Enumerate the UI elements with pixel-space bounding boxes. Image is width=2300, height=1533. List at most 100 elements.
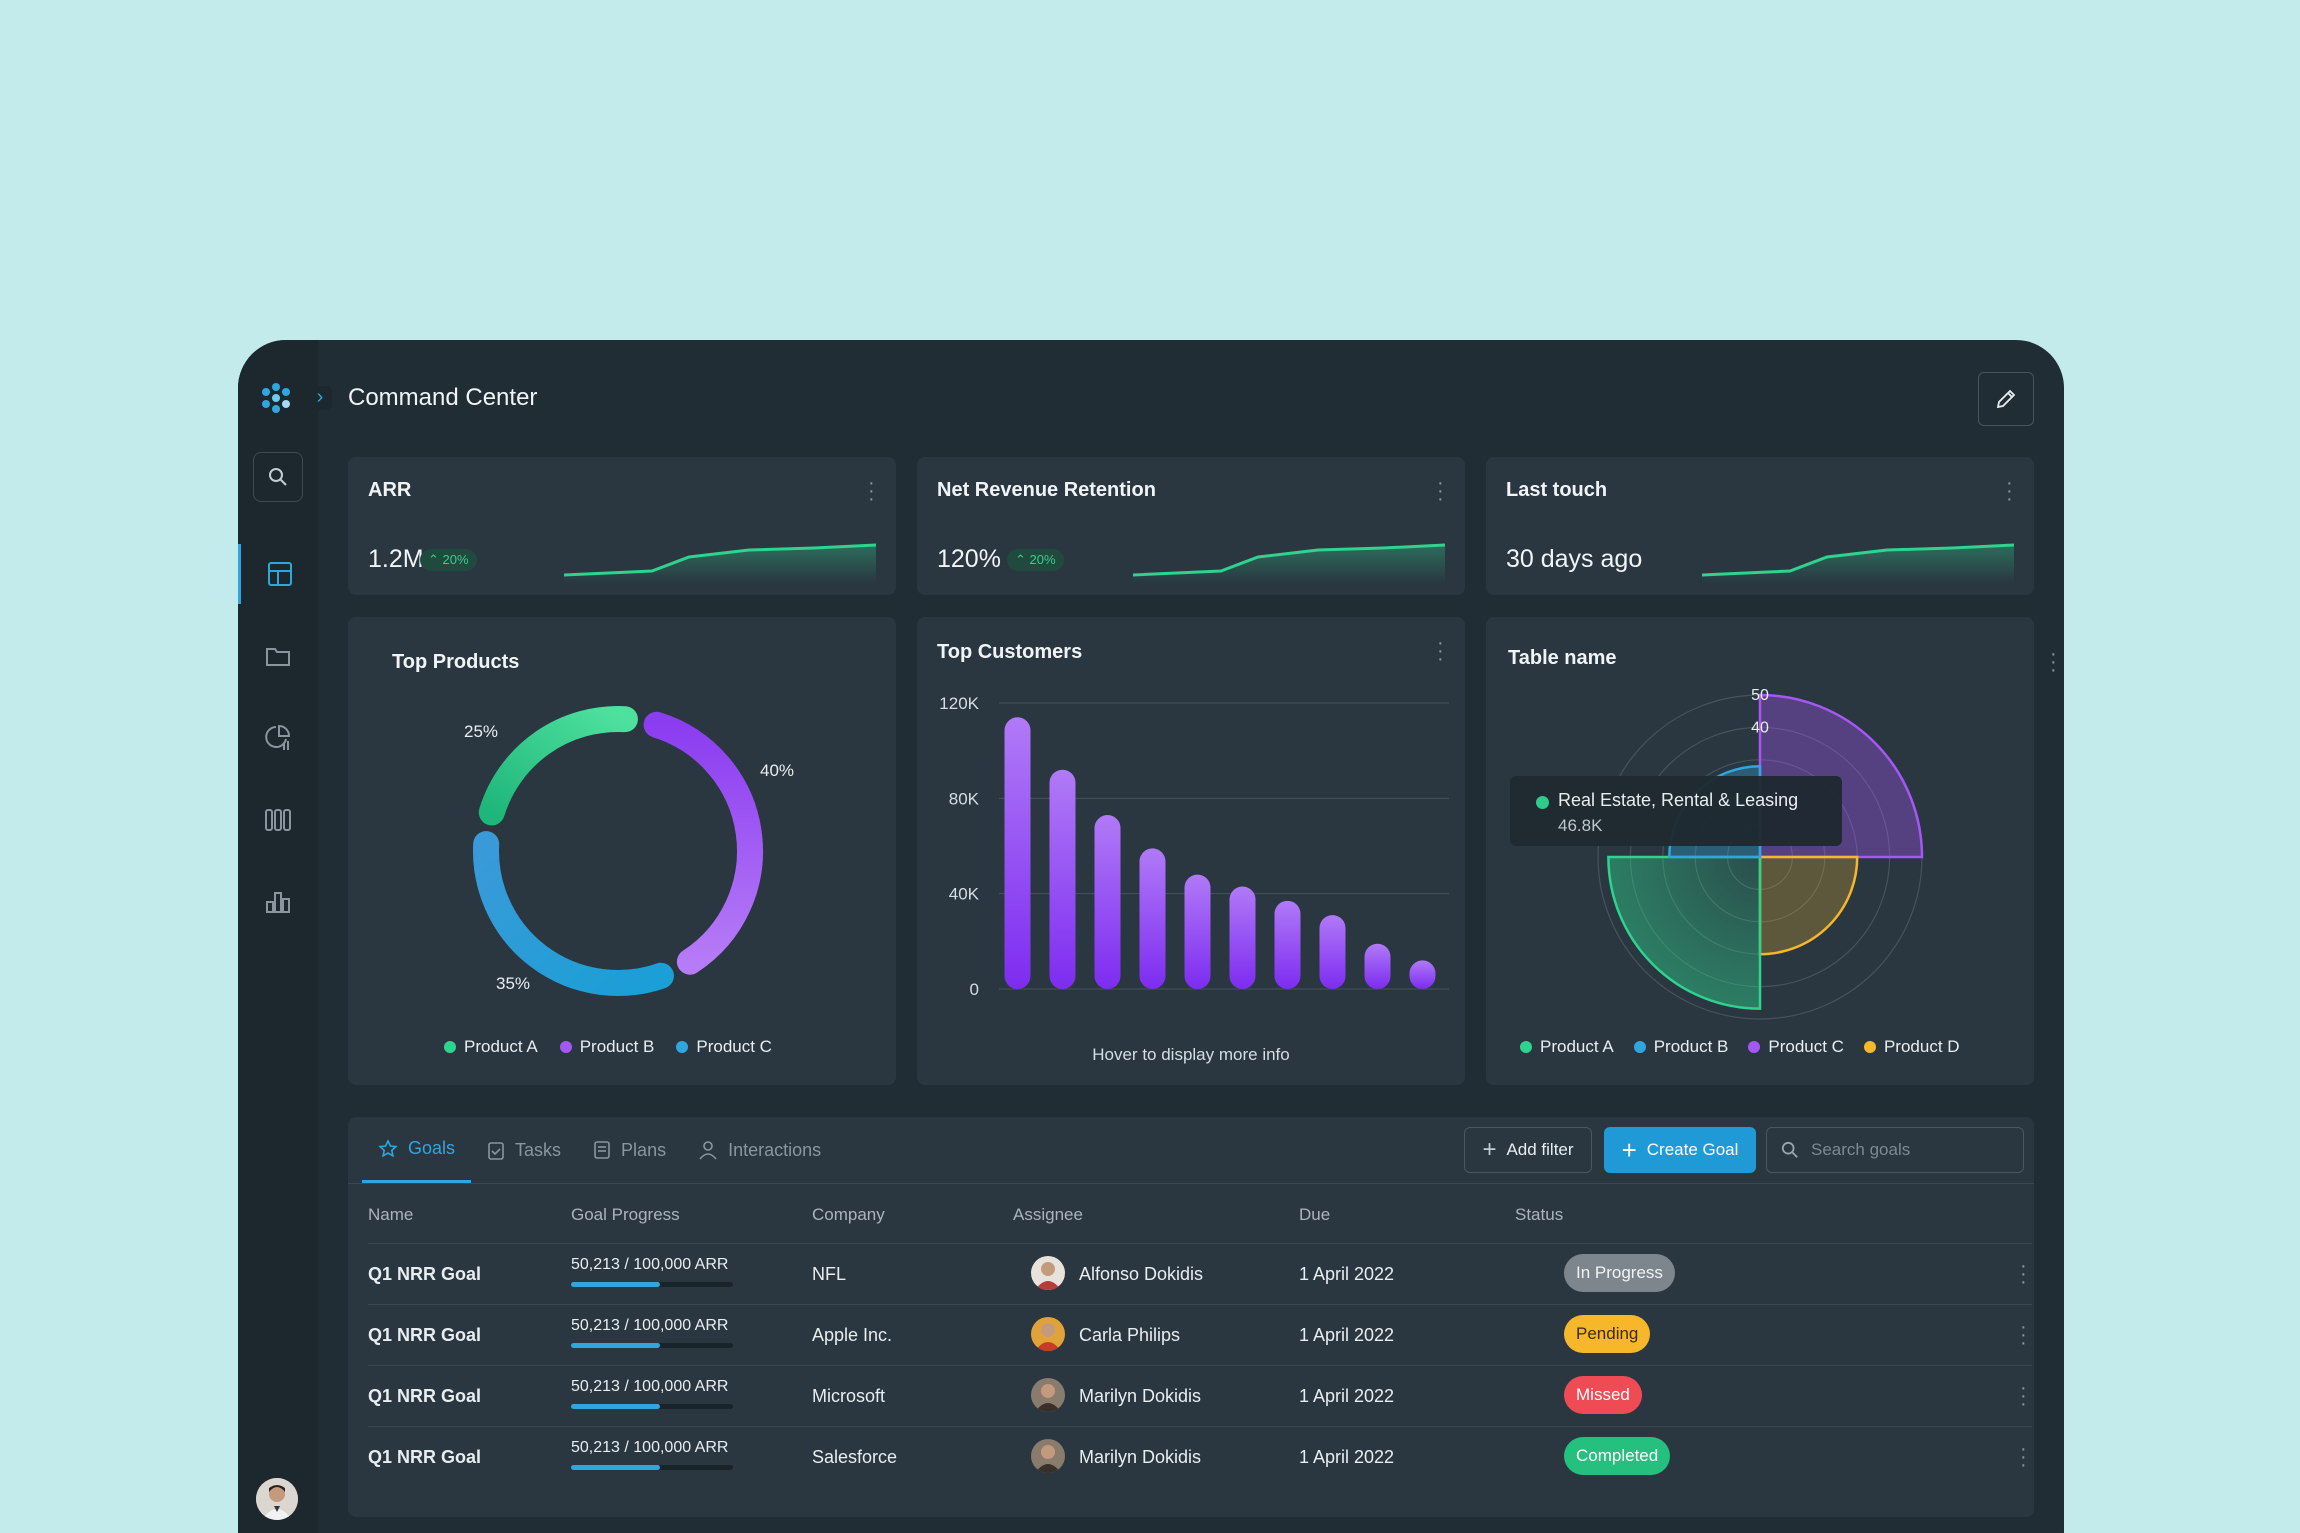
goal-name[interactable]: Q1 NRR Goal <box>368 1264 482 1284</box>
slice-label-product-a: 25% <box>464 722 499 741</box>
table-row[interactable]: Q1 NRR Goal 50,213 / 100,000 ARR Salesfo… <box>368 1426 2032 1487</box>
bar[interactable] <box>1274 900 1301 989</box>
search-goals-input[interactable]: Search goals <box>1766 1127 2024 1173</box>
legend-item[interactable]: Product D <box>1863 1037 1960 1057</box>
tab-plans[interactable]: Plans <box>577 1117 682 1183</box>
goal-progress-bar <box>571 1282 733 1287</box>
search-icon <box>269 468 287 486</box>
logo-icon[interactable] <box>258 380 294 416</box>
more-icon[interactable]: · · · <box>2020 1438 2027 1476</box>
tab-bar: Goals Tasks Plans Interactions <box>362 1117 837 1183</box>
tab-goals[interactable]: Goals <box>362 1117 472 1183</box>
create-goal-button[interactable]: + Create Goal <box>1604 1127 1756 1173</box>
legend-item[interactable]: Product C <box>1748 1037 1844 1057</box>
assignee-name: Marilyn Dokidis <box>1079 1386 1202 1406</box>
user-avatar[interactable] <box>256 1478 298 1520</box>
more-icon[interactable]: · · · <box>1437 472 1444 510</box>
goal-progress-bar <box>571 1465 733 1470</box>
status-badge: In Progress <box>1564 1254 1675 1292</box>
table-row[interactable]: Q1 NRR Goal 50,213 / 100,000 ARR Microso… <box>368 1365 2032 1426</box>
expand-sidebar-button[interactable]: › <box>308 386 332 410</box>
tab-interactions[interactable]: Interactions <box>682 1117 837 1183</box>
nav-reports[interactable] <box>238 708 318 768</box>
tooltip-label: Real Estate, Rental & Leasing <box>1558 790 1799 810</box>
card-title: Top Products <box>392 651 520 673</box>
polar-sector-product-a[interactable] <box>1607 855 1762 1010</box>
column-header[interactable]: Goal Progress <box>571 1205 680 1224</box>
kpi-change-value: 20% <box>1029 552 1056 567</box>
company-name: Apple Inc. <box>812 1325 893 1345</box>
bar[interactable] <box>1229 886 1256 989</box>
legend-item[interactable]: Product C <box>676 1037 772 1057</box>
more-icon[interactable]: · · · <box>1437 632 1444 670</box>
kpi-card-last-touch: Last touch · · · 30 days ago <box>1486 457 2034 595</box>
nav-folders[interactable] <box>238 626 318 686</box>
kpi-title: ARR <box>368 479 412 501</box>
kpi-change-badge: ⌃ 20% <box>1007 549 1064 571</box>
company-name: NFL <box>812 1264 847 1284</box>
donut-slice-product-a[interactable] <box>478 706 638 826</box>
more-icon[interactable]: · · · <box>2006 472 2013 510</box>
bar[interactable] <box>1049 769 1076 989</box>
legend-item[interactable]: Product A <box>444 1037 538 1057</box>
bar[interactable] <box>1139 848 1166 989</box>
columns-icon <box>265 809 291 831</box>
page-title: Command Center <box>348 384 538 411</box>
more-icon[interactable]: · · · <box>2020 1255 2027 1293</box>
kpi-change-badge: ⌃ 20% <box>420 549 477 571</box>
pencil-icon <box>1996 389 2016 409</box>
bar-chart-icon <box>266 892 290 913</box>
goal-progress-fill <box>571 1282 661 1287</box>
tooltip-value: 46.8K <box>1558 816 1603 835</box>
nav-analytics[interactable] <box>238 872 318 932</box>
more-icon[interactable]: · · · <box>868 472 875 510</box>
y-tick-label: 40K <box>949 885 980 904</box>
company-name: Microsoft <box>812 1386 886 1406</box>
dashboard-icon <box>267 562 292 586</box>
goal-name[interactable]: Q1 NRR Goal <box>368 1447 482 1467</box>
more-icon[interactable]: · · · <box>2020 1316 2027 1354</box>
legend-item[interactable]: Product B <box>1633 1037 1729 1057</box>
nav-dashboard[interactable] <box>238 544 318 604</box>
tab-label: Tasks <box>515 1139 562 1160</box>
more-icon[interactable]: · · · <box>2020 1377 2027 1415</box>
legend-label: Product B <box>1653 1037 1729 1056</box>
goal-progress-bar <box>571 1343 733 1348</box>
column-header[interactable]: Due <box>1299 1205 1331 1224</box>
bar[interactable] <box>1409 960 1436 989</box>
due-date: 1 April 2022 <box>1299 1264 1395 1284</box>
table-row[interactable]: Q1 NRR Goal 50,213 / 100,000 ARR NFL Alf… <box>368 1243 2032 1304</box>
column-header[interactable]: Assignee <box>1013 1205 1083 1224</box>
goal-name[interactable]: Q1 NRR Goal <box>368 1386 482 1406</box>
column-header[interactable]: Status <box>1515 1205 1564 1224</box>
column-header[interactable]: Name <box>368 1205 414 1224</box>
donut-slice-product-b[interactable] <box>643 711 763 975</box>
bar[interactable] <box>1364 943 1391 989</box>
legend-label: Product D <box>1883 1037 1960 1056</box>
goal-progress-bar <box>571 1404 733 1409</box>
legend-item[interactable]: Product A <box>1520 1037 1614 1057</box>
nav-boards[interactable] <box>238 790 318 850</box>
bar[interactable] <box>1094 815 1121 989</box>
table-row[interactable]: Q1 NRR Goal 50,213 / 100,000 ARR Apple I… <box>368 1304 2032 1365</box>
legend-label: Product A <box>464 1037 538 1056</box>
goal-name[interactable]: Q1 NRR Goal <box>368 1325 482 1345</box>
add-filter-button[interactable]: + Add filter <box>1464 1127 1592 1173</box>
bar-chart: 120K 80K 40K 0 <box>939 694 1449 999</box>
more-icon[interactable]: · · · <box>2050 643 2057 681</box>
chart-legend: Product A Product B Product C <box>444 1037 772 1057</box>
edit-button[interactable] <box>1978 372 2034 426</box>
tab-tasks[interactable]: Tasks <box>471 1117 577 1183</box>
legend-label: Product C <box>696 1037 772 1056</box>
donut-slice-product-c[interactable] <box>473 831 674 996</box>
top-customers-card: Top Customers · · · 120K 80K 40K 0 Hover to d… <box>917 617 1465 1085</box>
sidebar-search-button[interactable] <box>253 452 303 502</box>
bar[interactable] <box>1184 874 1211 989</box>
tooltip-color-dot <box>1536 796 1549 809</box>
bar[interactable] <box>1319 915 1346 989</box>
legend-item[interactable]: Product B <box>559 1037 654 1057</box>
bar[interactable] <box>1004 717 1031 989</box>
goal-progress-fill <box>571 1404 661 1409</box>
column-header[interactable]: Company <box>812 1205 885 1224</box>
polar-sector-product-d[interactable] <box>1758 855 1859 956</box>
